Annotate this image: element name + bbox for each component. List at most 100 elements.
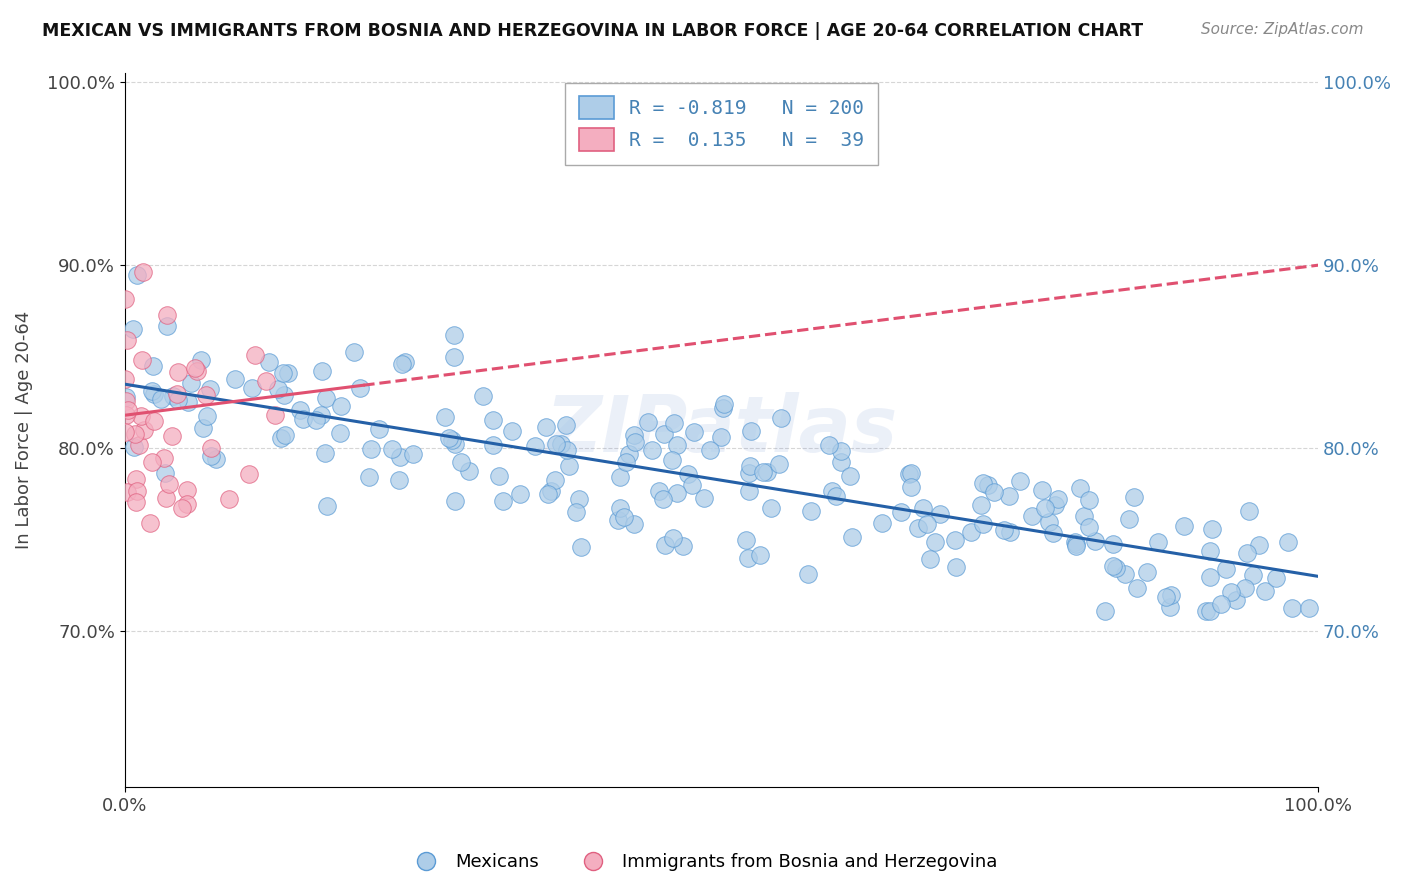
Point xyxy=(142,359,165,373)
Point xyxy=(139,516,162,531)
Point xyxy=(998,524,1021,539)
Point xyxy=(402,447,425,461)
Point xyxy=(156,308,179,322)
Point xyxy=(194,388,217,402)
Point xyxy=(200,449,222,463)
Point xyxy=(132,423,155,437)
Point xyxy=(359,469,381,483)
Point xyxy=(349,381,371,395)
Point xyxy=(907,521,929,535)
Point xyxy=(444,494,467,508)
Point xyxy=(124,441,146,455)
Point xyxy=(830,444,852,458)
Point xyxy=(768,457,790,471)
Point xyxy=(114,425,136,440)
Point xyxy=(309,409,332,423)
Point xyxy=(568,491,591,506)
Point xyxy=(1159,599,1181,614)
Point xyxy=(193,421,215,435)
Point xyxy=(756,465,779,479)
Point xyxy=(1045,498,1067,512)
Point xyxy=(614,455,637,469)
Point xyxy=(329,425,352,440)
Point xyxy=(115,485,138,500)
Point xyxy=(457,464,479,478)
Point xyxy=(1047,492,1070,507)
Point xyxy=(945,533,967,548)
Point xyxy=(314,446,336,460)
Point xyxy=(224,372,246,386)
Point xyxy=(800,504,823,518)
Point xyxy=(368,422,391,436)
Point xyxy=(183,361,205,376)
Point xyxy=(1234,581,1257,595)
Point xyxy=(125,494,148,508)
Point xyxy=(652,426,675,441)
Point xyxy=(434,410,457,425)
Point xyxy=(1064,535,1087,549)
Point xyxy=(759,500,782,515)
Point xyxy=(1247,538,1270,552)
Point xyxy=(637,415,659,429)
Point xyxy=(654,538,676,552)
Point xyxy=(238,467,260,482)
Point xyxy=(1219,585,1241,599)
Point xyxy=(661,453,683,467)
Point xyxy=(821,484,844,499)
Point xyxy=(924,534,946,549)
Point xyxy=(1225,592,1247,607)
Point xyxy=(972,475,994,490)
Point xyxy=(683,425,706,439)
Point xyxy=(290,403,312,417)
Point xyxy=(501,424,523,438)
Point xyxy=(315,392,337,406)
Point xyxy=(977,478,1000,492)
Point xyxy=(186,364,208,378)
Point xyxy=(624,434,647,449)
Point xyxy=(166,387,188,401)
Point xyxy=(569,540,592,554)
Point xyxy=(128,438,150,452)
Point xyxy=(218,491,240,506)
Point xyxy=(1064,537,1087,551)
Point xyxy=(1136,565,1159,579)
Point xyxy=(180,376,202,390)
Point xyxy=(1073,508,1095,523)
Point xyxy=(124,426,146,441)
Point xyxy=(737,551,759,566)
Point xyxy=(125,483,148,498)
Point xyxy=(388,473,411,487)
Point xyxy=(343,344,366,359)
Point xyxy=(713,396,735,410)
Point xyxy=(640,442,662,457)
Point xyxy=(1211,598,1233,612)
Point xyxy=(711,401,734,416)
Legend: R = -0.819   N = 200, R =  0.135   N =  39: R = -0.819 N = 200, R = 0.135 N = 39 xyxy=(565,83,877,164)
Point xyxy=(1154,590,1177,604)
Point xyxy=(1105,560,1128,574)
Point xyxy=(391,357,413,371)
Point xyxy=(945,559,967,574)
Point xyxy=(546,436,568,450)
Point xyxy=(1277,535,1299,549)
Point xyxy=(200,441,222,455)
Point xyxy=(167,392,190,407)
Point xyxy=(1084,534,1107,549)
Point xyxy=(1033,500,1056,515)
Point xyxy=(125,472,148,486)
Point xyxy=(394,354,416,368)
Text: MEXICAN VS IMMIGRANTS FROM BOSNIA AND HERZEGOVINA IN LABOR FORCE | AGE 20-64 COR: MEXICAN VS IMMIGRANTS FROM BOSNIA AND HE… xyxy=(42,22,1143,40)
Point xyxy=(738,484,761,499)
Point xyxy=(1199,544,1222,558)
Point xyxy=(1198,604,1220,618)
Point xyxy=(537,486,560,500)
Point xyxy=(311,364,333,378)
Point xyxy=(1201,522,1223,536)
Point xyxy=(143,414,166,428)
Point xyxy=(609,470,631,484)
Point xyxy=(890,505,912,519)
Point xyxy=(824,489,846,503)
Point xyxy=(1077,519,1099,533)
Point xyxy=(153,450,176,465)
Point xyxy=(565,505,588,519)
